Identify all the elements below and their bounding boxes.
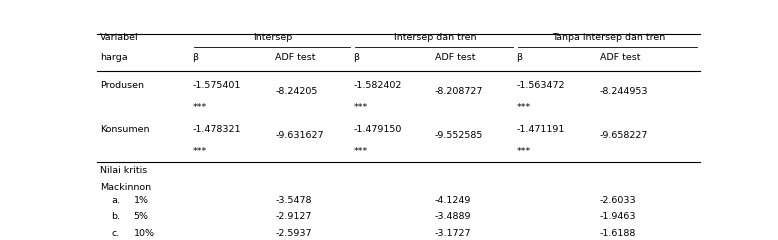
Text: Mackinnon: Mackinnon	[100, 183, 152, 192]
Text: -1.563472: -1.563472	[517, 81, 565, 90]
Text: -8.244953: -8.244953	[600, 87, 648, 96]
Text: -1.478321: -1.478321	[192, 125, 241, 134]
Text: Produsen: Produsen	[100, 81, 144, 90]
Text: -8.208727: -8.208727	[435, 87, 483, 96]
Text: β: β	[517, 53, 522, 62]
Text: Variabel: Variabel	[100, 33, 139, 42]
Text: Intersep: Intersep	[254, 33, 293, 42]
Text: ADF test: ADF test	[435, 53, 475, 62]
Text: -2.9127: -2.9127	[275, 212, 311, 221]
Text: 5%: 5%	[134, 212, 149, 221]
Text: ADF test: ADF test	[275, 53, 316, 62]
Text: -9.658227: -9.658227	[600, 132, 648, 140]
Text: ***: ***	[517, 103, 531, 112]
Text: β: β	[353, 53, 359, 62]
Text: harga: harga	[100, 53, 128, 62]
Text: -3.4889: -3.4889	[435, 212, 471, 221]
Text: b.: b.	[111, 212, 120, 221]
Text: Nilai kritis: Nilai kritis	[100, 166, 148, 175]
Text: -4.1249: -4.1249	[435, 196, 471, 204]
Text: 1%: 1%	[134, 196, 149, 204]
Text: ***: ***	[192, 103, 207, 112]
Text: -8.24205: -8.24205	[275, 87, 317, 96]
Text: 10%: 10%	[134, 229, 154, 238]
Text: ADF test: ADF test	[600, 53, 640, 62]
Text: -3.1727: -3.1727	[435, 229, 471, 238]
Text: -2.6033: -2.6033	[600, 196, 636, 204]
Text: β: β	[192, 53, 198, 62]
Text: Intersep dan tren: Intersep dan tren	[394, 33, 476, 42]
Text: -1.575401: -1.575401	[192, 81, 241, 90]
Text: -1.9463: -1.9463	[600, 212, 636, 221]
Text: Tanpa intersep dan tren: Tanpa intersep dan tren	[552, 33, 665, 42]
Text: -1.479150: -1.479150	[353, 125, 402, 134]
Text: ***: ***	[353, 103, 368, 112]
Text: ***: ***	[353, 147, 368, 156]
Text: -1.471191: -1.471191	[517, 125, 565, 134]
Text: a.: a.	[111, 196, 120, 204]
Text: -2.5937: -2.5937	[275, 229, 312, 238]
Text: ***: ***	[517, 147, 531, 156]
Text: -3.5478: -3.5478	[275, 196, 312, 204]
Text: -9.631627: -9.631627	[275, 132, 324, 140]
Text: -1.6188: -1.6188	[600, 229, 636, 238]
Text: Konsumen: Konsumen	[100, 125, 149, 134]
Text: ***: ***	[192, 147, 207, 156]
Text: -9.552585: -9.552585	[435, 132, 483, 140]
Text: -1.582402: -1.582402	[353, 81, 402, 90]
Text: c.: c.	[111, 229, 119, 238]
